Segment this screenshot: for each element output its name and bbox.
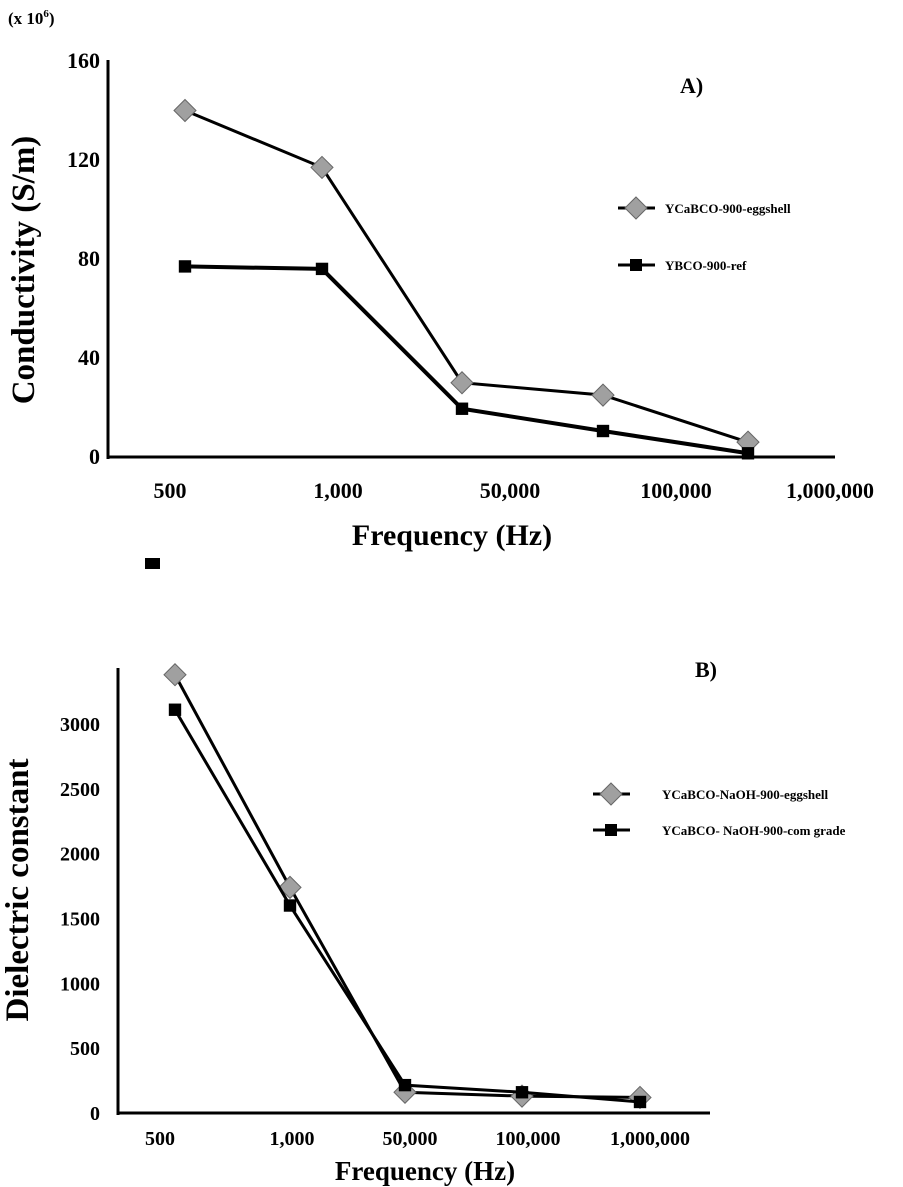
y-tick-label: 160	[67, 48, 100, 73]
data-point	[596, 424, 610, 438]
y-tick-label: 1000	[60, 973, 100, 995]
panel-label: B)	[695, 657, 717, 682]
series-line	[173, 708, 641, 1104]
y-tick-label: 2000	[60, 844, 100, 866]
x-tick-label: 500	[154, 478, 187, 503]
y-tick-label: 3000	[60, 714, 100, 736]
x-tick-label: 1,000,000	[786, 478, 874, 503]
data-point	[315, 262, 329, 276]
y-tick-label: 0	[89, 444, 100, 469]
x-tick-label: 50,000	[480, 478, 541, 503]
data-point	[591, 383, 615, 407]
x-tick-label: 1,000	[270, 1128, 315, 1150]
legend-label: YBCO-900-ref	[665, 258, 747, 273]
x-axis-label: Frequency (Hz)	[352, 519, 552, 552]
x-tick-label: 1,000	[313, 478, 363, 503]
legend-label: YCaBCO-900-eggshell	[665, 201, 791, 216]
panel-label: A)	[680, 73, 703, 98]
data-point	[633, 1095, 647, 1109]
data-point	[741, 447, 755, 460]
x-tick-label: 100,000	[640, 478, 712, 503]
data-point	[515, 1086, 529, 1099]
x-tick-label: 500	[145, 1128, 175, 1150]
legend-marker	[624, 196, 648, 220]
x-tick-label: 100,000	[496, 1128, 561, 1150]
y-tick-label: 2500	[60, 779, 100, 801]
y-tick-label: 0	[90, 1103, 100, 1125]
legend-marker	[630, 259, 642, 271]
x-tick-label: 1,000,000	[610, 1128, 690, 1150]
x-axis-label: Frequency (Hz)	[335, 1156, 515, 1186]
data-point	[178, 260, 192, 273]
data-point	[168, 703, 182, 716]
legend-label: YCaBCO-NaOH-900-eggshell	[662, 787, 828, 802]
series-line	[184, 109, 749, 444]
data-point	[278, 875, 302, 900]
scale-note: (x 106)	[8, 8, 55, 28]
y-tick-label: 1500	[60, 909, 100, 931]
data-point	[455, 402, 469, 415]
y-tick-label: 40	[78, 345, 100, 370]
legend-label: YCaBCO- NaOH-900-com grade	[662, 823, 846, 838]
x-tick-label: 50,000	[383, 1128, 438, 1150]
legend-marker	[599, 782, 623, 806]
data-point	[398, 1078, 412, 1092]
y-axis-label: Dielectric constant	[0, 759, 36, 1022]
legend-marker	[605, 824, 617, 836]
stray-square-mark	[145, 558, 160, 569]
data-point	[163, 663, 187, 687]
y-tick-label: 500	[70, 1038, 100, 1060]
y-axis-label: Conductivity (S/m)	[6, 136, 42, 405]
data-point	[450, 371, 474, 395]
series-line	[173, 674, 641, 1099]
y-tick-label: 80	[78, 246, 100, 271]
series-line	[184, 264, 749, 456]
data-point	[310, 155, 334, 180]
data-point	[173, 98, 197, 123]
data-point	[283, 899, 297, 912]
y-tick-label: 120	[67, 147, 100, 172]
